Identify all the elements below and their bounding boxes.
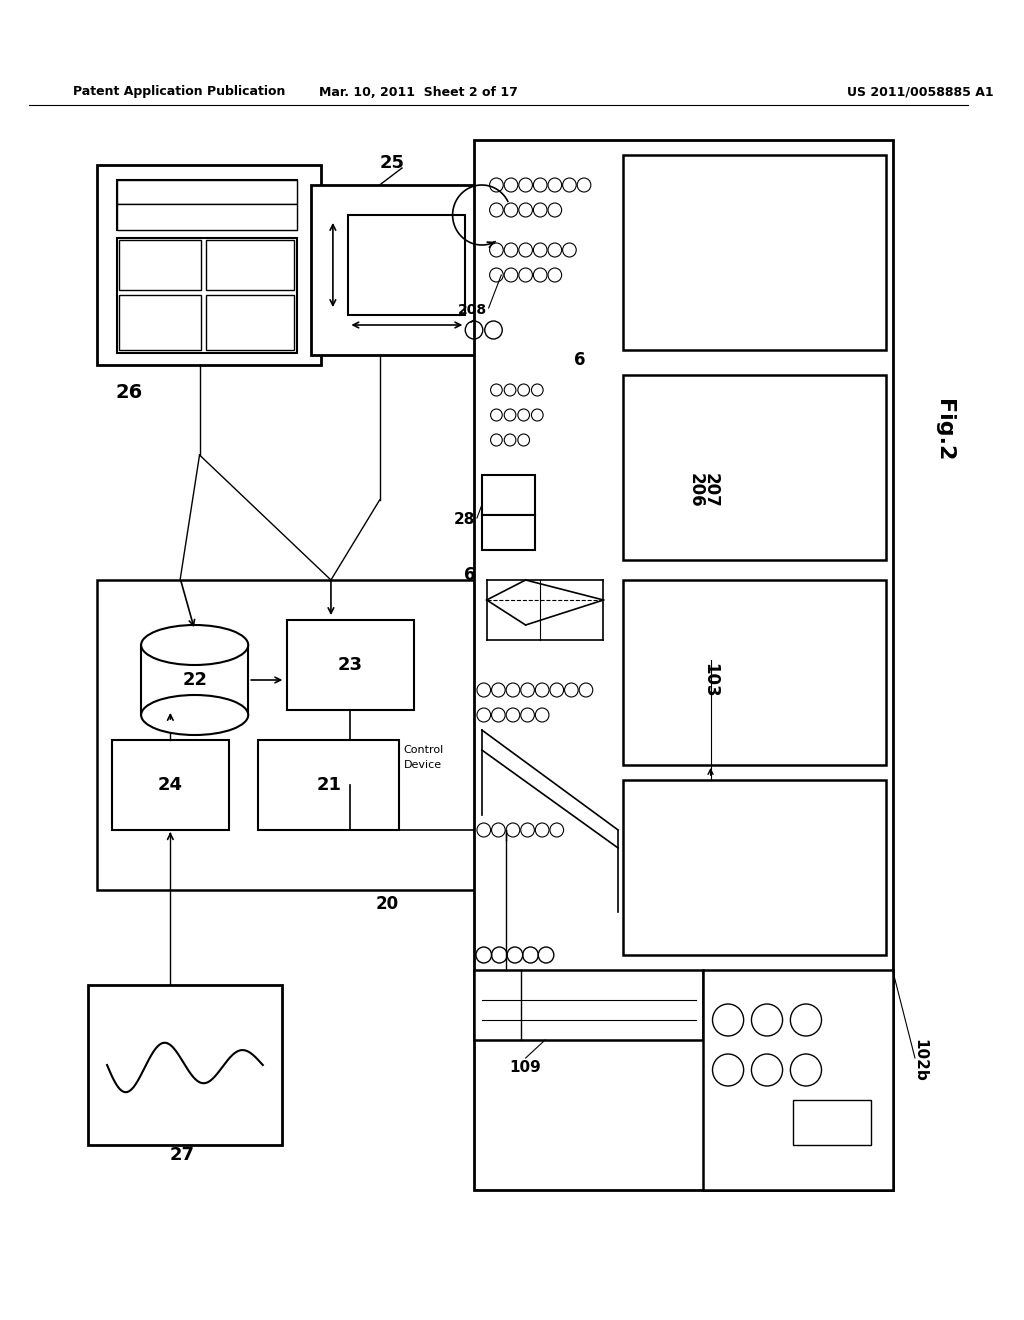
Text: 23: 23 xyxy=(338,656,362,675)
Text: Mar. 10, 2011  Sheet 2 of 17: Mar. 10, 2011 Sheet 2 of 17 xyxy=(319,86,518,99)
Ellipse shape xyxy=(141,696,248,735)
Text: 22: 22 xyxy=(182,671,207,689)
Bar xyxy=(623,154,886,350)
Bar xyxy=(623,375,886,560)
Text: 20: 20 xyxy=(376,895,399,913)
Text: Fig.2: Fig.2 xyxy=(934,399,954,461)
Bar xyxy=(474,970,702,1040)
Text: 208: 208 xyxy=(458,304,486,317)
Bar xyxy=(311,185,511,355)
Bar xyxy=(482,475,536,515)
Bar xyxy=(97,165,322,366)
Text: Patent Application Publication: Patent Application Publication xyxy=(73,86,286,99)
Bar xyxy=(258,741,399,830)
Text: 21: 21 xyxy=(316,776,341,795)
Bar xyxy=(117,205,297,230)
Text: 24: 24 xyxy=(158,776,183,795)
Text: 103: 103 xyxy=(701,663,720,697)
Bar xyxy=(97,579,506,890)
Text: 25: 25 xyxy=(380,154,404,172)
Bar xyxy=(287,620,414,710)
Bar xyxy=(119,240,202,290)
Text: 28: 28 xyxy=(454,512,475,528)
Bar xyxy=(141,645,248,715)
Bar xyxy=(482,515,536,550)
Bar xyxy=(117,238,297,352)
Bar xyxy=(474,140,893,1191)
Text: 26: 26 xyxy=(116,383,143,403)
Bar xyxy=(702,970,893,1191)
Bar xyxy=(207,294,294,350)
Text: 206: 206 xyxy=(687,473,705,507)
Text: US 2011/0058885 A1: US 2011/0058885 A1 xyxy=(847,86,993,99)
Bar xyxy=(348,215,465,315)
Bar xyxy=(117,180,297,205)
Text: 207: 207 xyxy=(701,473,720,507)
Text: 27: 27 xyxy=(170,1146,195,1164)
Bar xyxy=(623,579,886,766)
Text: 6: 6 xyxy=(464,566,475,583)
Text: Control: Control xyxy=(403,744,443,755)
Bar xyxy=(112,741,228,830)
Bar xyxy=(88,985,283,1144)
Text: Device: Device xyxy=(404,760,442,770)
Text: 102b: 102b xyxy=(912,1039,928,1081)
Bar xyxy=(794,1100,871,1144)
Bar xyxy=(623,780,886,954)
Bar xyxy=(207,240,294,290)
Text: 109: 109 xyxy=(510,1060,542,1074)
Text: 6: 6 xyxy=(574,351,586,370)
Ellipse shape xyxy=(141,624,248,665)
Bar xyxy=(119,294,202,350)
Bar xyxy=(117,180,297,230)
